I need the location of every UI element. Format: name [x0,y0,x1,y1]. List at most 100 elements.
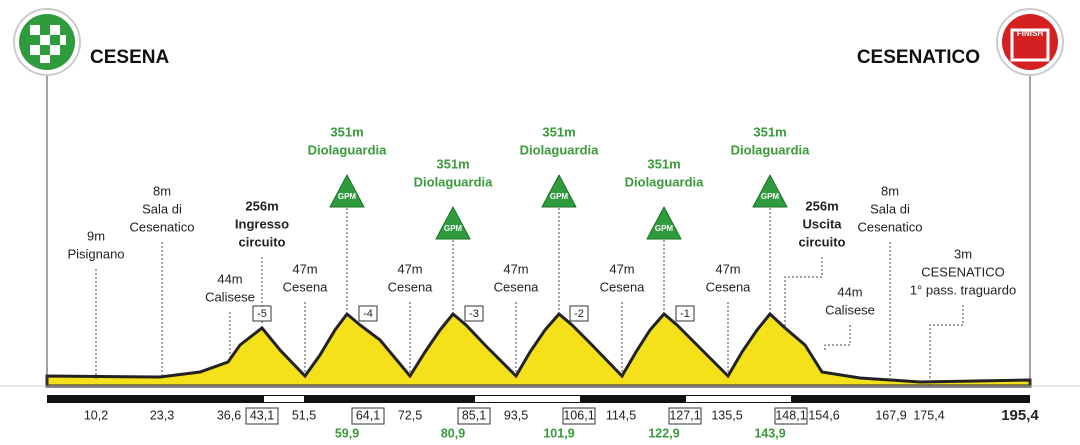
km-box [774,407,808,425]
circuit-segments [264,396,791,402]
waypoint-label: Cesena [283,279,329,294]
gpm-km-label: 80,9 [441,426,465,440]
gpm-label: GPM [444,224,463,233]
waypoint-label: Ingresso [235,216,289,231]
km-label: 93,5 [504,408,528,422]
waypoint-label: 351m [647,156,680,171]
waypoint-label: 47m [503,261,528,276]
lap-box [675,305,695,322]
lap-box [252,305,272,322]
km-label: 64,1 [356,408,380,422]
lap-label: -5 [257,308,267,320]
km-box [457,407,491,425]
waypoint-line [784,257,823,330]
lap-label: -3 [469,308,479,320]
waypoint-label: Diolaguardia [414,174,494,189]
gpm-km-label: 122,9 [648,426,679,440]
waypoint-label: CESENATICO [921,264,1005,279]
waypoint-label: 8m [153,183,171,198]
waypoint-line [929,305,964,385]
gpm-badge [435,206,471,240]
waypoint-label: 9m [87,228,105,243]
km-label: 148,1 [775,408,806,422]
km-label: 43,1 [250,408,274,422]
gpm-km-label: 143,9 [754,426,785,440]
km-label: 135,5 [711,408,742,422]
finish-name: CESENATICO [857,47,980,68]
waypoint-label: 8m [881,183,899,198]
waypoint-label: circuito [239,234,286,249]
waypoint-label: 1° pass. traguardo [910,282,1016,297]
finish-badge-text: FINISH [1017,29,1043,38]
km-label: 195,4 [1001,407,1039,424]
gpm-badge [541,174,577,208]
waypoint-label: circuito [799,234,846,249]
waypoint-label: 47m [397,261,422,276]
lap-label: -4 [363,308,373,320]
gpm-badge [646,206,682,240]
waypoint-label: 256m [805,198,838,213]
waypoint-label: Sala di [142,201,182,216]
gpm-label: GPM [761,192,780,201]
gpm-badge [752,174,788,208]
lap-label: -1 [680,308,690,320]
waypoint-label: 44m [837,284,862,299]
waypoint-label: 44m [217,271,242,286]
finish-gate [1010,28,1050,62]
lap-box [358,305,378,322]
waypoint-label: 351m [330,124,363,139]
waypoint-label: Diolaguardia [731,142,811,157]
waypoint-label: 256m [245,198,278,213]
waypoint-label: Diolaguardia [625,174,705,189]
waypoint-label: Cesena [388,279,434,294]
waypoint-label: 47m [609,261,634,276]
km-box [245,407,279,425]
km-label: 51,5 [292,408,316,422]
gpm-badge [329,174,365,208]
km-label: 36,6 [217,408,241,422]
km-label: 23,3 [150,408,174,422]
waypoint-label: Calisese [825,302,875,317]
waypoint-label: Calisese [205,289,255,304]
start-name: CESENA [90,47,169,68]
km-label: 154,6 [808,408,839,422]
gpm-km-label: 59,9 [335,426,359,440]
km-label: 114,5 [606,408,636,422]
waypoint-label: 47m [292,261,317,276]
waypoint-label: 3m [954,246,972,261]
gpm-label: GPM [550,192,569,201]
km-label: 127,1 [669,408,700,422]
waypoint-label: Sala di [870,201,910,216]
km-label: 175,4 [913,408,944,422]
gpm-km-label: 101,9 [543,426,574,440]
waypoint-label: Cesena [494,279,540,294]
waypoint-label: Pisignano [67,246,124,261]
waypoint-label: Cesenatico [129,219,194,234]
km-label: 72,5 [398,408,422,422]
profile-area [45,311,1032,388]
waypoint-line [824,325,851,350]
gpm-label: GPM [338,192,357,201]
km-label: 106,1 [563,408,594,422]
waypoint-label: 351m [753,124,786,139]
km-box [668,407,702,425]
waypoint-label: 351m [542,124,575,139]
waypoint-label: Diolaguardia [520,142,600,157]
lap-box [569,305,589,322]
finish-badge-fill [1002,14,1058,70]
lap-box [464,305,484,322]
waypoint-label: Diolaguardia [308,142,388,157]
km-box [562,407,596,425]
waypoint-label: Uscita [802,216,842,231]
gpm-label: GPM [655,224,674,233]
waypoint-label: Cesena [600,279,646,294]
lap-label: -2 [574,308,584,320]
checker [30,25,66,63]
km-label: 167,9 [875,408,906,422]
waypoint-label: Cesenatico [857,219,922,234]
waypoint-label: 351m [436,156,469,171]
km-label: 10,2 [84,408,108,422]
waypoint-label: Cesena [706,279,752,294]
waypoint-label: 47m [715,261,740,276]
